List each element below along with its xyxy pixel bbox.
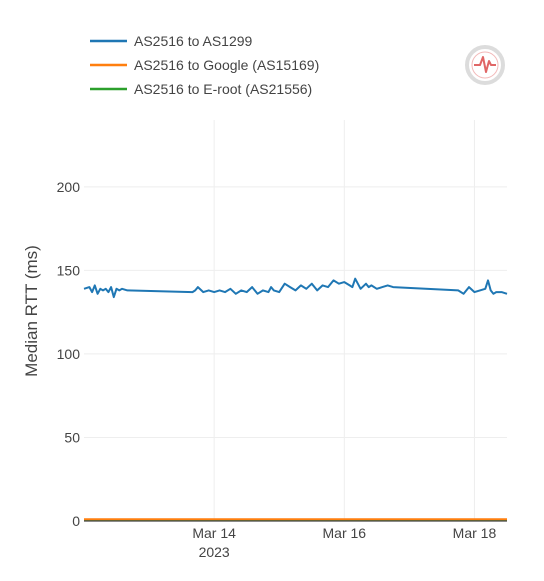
- legend-label: AS2516 to E-root (AS21556): [134, 81, 312, 97]
- series-line: [83, 277, 508, 299]
- x-tick-label: Mar 16: [323, 525, 367, 541]
- legend-label: AS2516 to AS1299: [134, 33, 253, 49]
- ioda-heartbeat-logo-icon: [465, 45, 505, 85]
- y-tick-label: 150: [57, 262, 81, 278]
- legend: AS2516 to AS1299 AS2516 to Google (AS1516…: [90, 33, 319, 97]
- legend-label: AS2516 to Google (AS15169): [134, 57, 319, 73]
- y-tick-label: 50: [64, 429, 80, 445]
- axis-layer: 0 50 100 150 200 Mar 14 2023 Mar 16 Mar 18: [57, 179, 507, 560]
- y-tick-label: 100: [57, 346, 81, 362]
- legend-item[interactable]: AS2516 to AS1299: [90, 33, 253, 49]
- y-tick-label: 200: [57, 179, 81, 195]
- grid-layer: [84, 120, 507, 521]
- x-tick-label: Mar 14: [192, 525, 236, 541]
- legend-item[interactable]: AS2516 to E-root (AS21556): [90, 81, 312, 97]
- legend-item[interactable]: AS2516 to Google (AS15169): [90, 57, 319, 73]
- y-tick-label: 0: [72, 513, 80, 529]
- y-axis-title: Median RTT (ms): [22, 245, 41, 377]
- x-tick-label: Mar 18: [453, 525, 497, 541]
- series-layer: [83, 277, 508, 522]
- x-tick-sublabel: 2023: [199, 544, 230, 560]
